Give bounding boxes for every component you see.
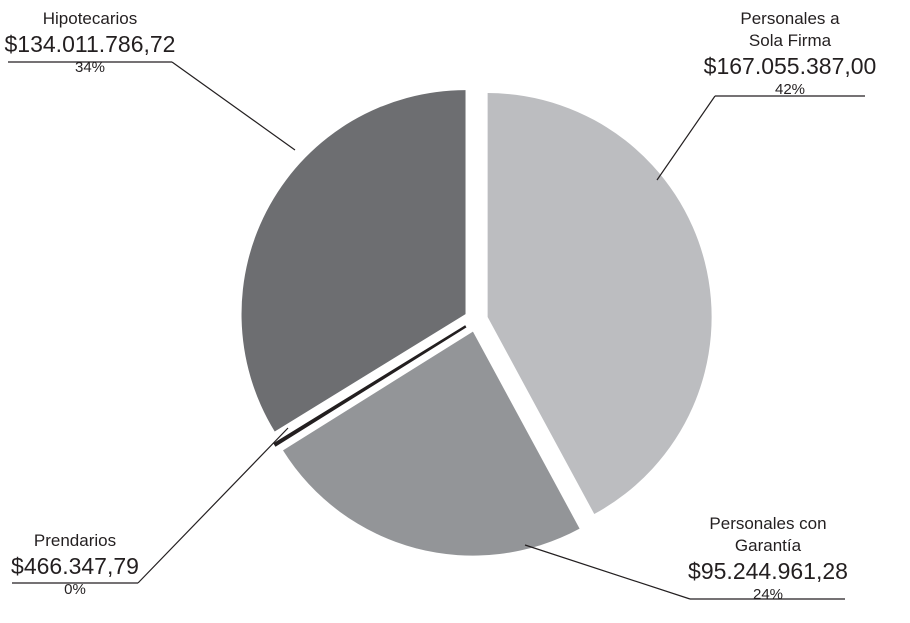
slice-label: Personales con Garantía $95.244.961,28 24% (688, 513, 848, 605)
pie-slice (241, 90, 466, 432)
percent-label: 24% (752, 586, 784, 603)
percent-label: 0% (64, 581, 86, 598)
leader-line (524, 544, 691, 600)
leader-line (656, 95, 716, 181)
category-label: Hipotecarios (42, 9, 138, 28)
slice-label: Hipotecarios $134.011.786,72 34% (0, 8, 190, 78)
value-label: $95.244.961,28 (688, 558, 848, 584)
pie-slice (273, 325, 467, 447)
percent-label: 42% (774, 81, 806, 98)
value-label: $134.011.786,72 (4, 31, 176, 57)
category-label: Personales a Sola Firma (740, 9, 840, 50)
pie-slice (487, 93, 712, 515)
percent-label: 34% (74, 59, 106, 76)
leader-line (171, 61, 296, 151)
category-label: Personales con Garantía (709, 514, 827, 555)
slice-label: Prendarios $466.347,79 0% (0, 530, 175, 600)
leader-line (137, 427, 289, 584)
value-label: $167.055.387,00 (703, 53, 877, 79)
pie-slice (283, 331, 580, 556)
category-label: Prendarios (33, 531, 117, 550)
slice-label: Personales a Sola Firma $167.055.387,00 42… (704, 8, 877, 100)
value-label: $466.347,79 (11, 553, 139, 579)
